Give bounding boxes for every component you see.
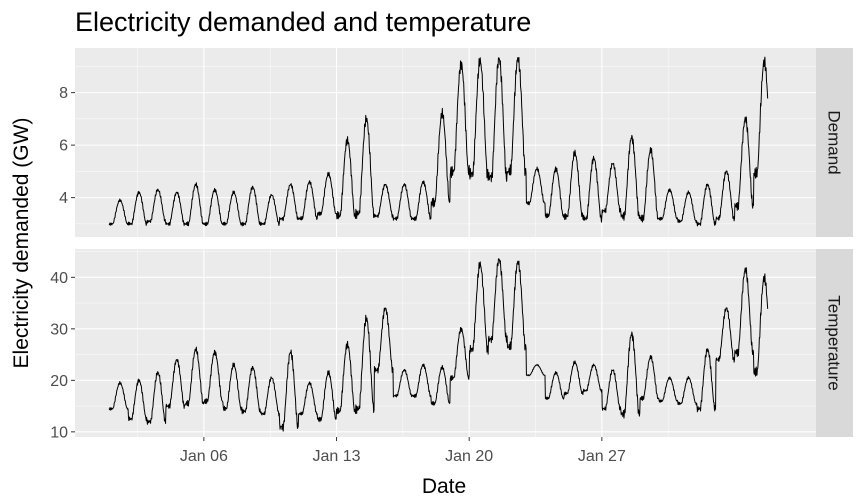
y-tick-label: 6 [59, 138, 68, 155]
y-tick-label: 30 [50, 321, 68, 338]
series-line-demand [108, 56, 769, 227]
y-tick-label: 10 [50, 424, 68, 441]
chart-title: Electricity demanded and temperature [75, 7, 531, 37]
x-tick-label: Jan 06 [180, 448, 228, 465]
facet-temperature: 10 20 30 40 Temperature [50, 249, 853, 441]
facet-demand: 4 6 8 Demand [59, 48, 853, 237]
facet-panels: 4 6 8 Demand 10 20 30 40 Temperature [50, 48, 853, 441]
x-tick-label: Jan 20 [445, 448, 493, 465]
x-tick-label: Jan 27 [578, 448, 626, 465]
panel-background [75, 249, 816, 437]
y-tick-label: 8 [59, 85, 68, 102]
y-tick-label: 20 [50, 373, 68, 390]
x-axis-title: Date [422, 475, 466, 498]
facet-strip [816, 249, 853, 437]
facet-strip-label: Temperature [825, 295, 844, 390]
facet-strip-label: Demand [825, 110, 844, 174]
y-tick-label: 4 [59, 190, 68, 207]
x-axis: Jan 06 Jan 13 Jan 20 Jan 27 [180, 437, 626, 465]
series-line-temperature [108, 258, 769, 432]
x-tick-label: Jan 13 [313, 448, 361, 465]
y-tick-label: 40 [50, 270, 68, 287]
y-axis-title: Electricity demanded (GW) [10, 118, 33, 369]
facet-strip [816, 48, 853, 237]
